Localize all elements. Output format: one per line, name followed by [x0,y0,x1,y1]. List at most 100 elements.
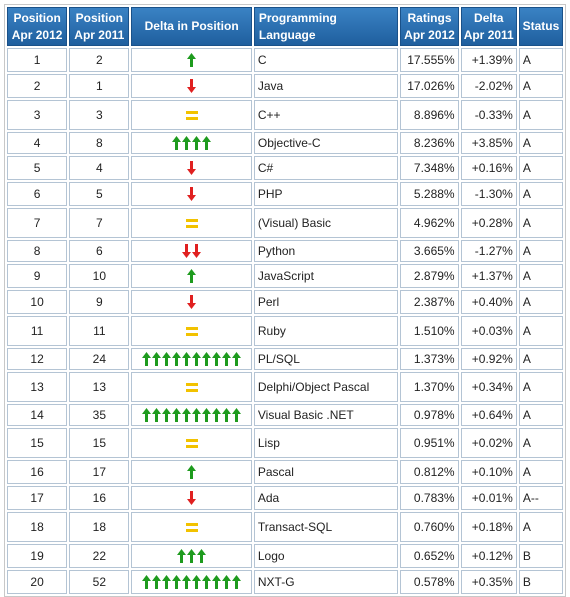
language-name-cell[interactable]: JavaScript [253,264,399,288]
language-name-cell[interactable]: Logo [253,544,399,568]
language-name-cell[interactable]: Perl [253,290,399,314]
language-name-cell[interactable]: Delphi/Object Pascal [253,372,399,402]
table-row: 5 4 C# 7.348% +0.16% A [7,156,563,180]
rating-cell: 0.578% [400,570,459,594]
rating-cell: 0.951% [400,428,459,458]
language-name-cell[interactable]: PL/SQL [253,348,399,370]
header-position-2011[interactable]: Position Apr 2011 [69,7,130,46]
green-up-arrow-icon [152,352,162,366]
green-up-arrow-icon [222,352,232,366]
position-2012-cell: 7 [7,208,68,238]
delta-in-position-cell [131,48,252,72]
yellow-equals-icon [185,439,198,449]
green-up-arrow-icon [182,408,192,422]
delta-rating-cell: +0.03% [460,316,517,346]
position-2012-cell: 6 [7,182,68,206]
delta-rating-cell: +0.01% [460,486,517,510]
green-up-arrow-icon [142,408,152,422]
position-2012-cell: 19 [7,544,68,568]
position-2011-cell: 1 [69,74,130,98]
language-name-cell[interactable]: Lisp [253,428,399,458]
language-ranking-table: Position Apr 2012 Position Apr 2011 Delta … [4,4,566,597]
rating-cell: 0.812% [400,460,459,484]
green-up-arrow-icon [187,465,197,479]
table-row: 7 7 (Visual) Basic 4.962% +0.28% A [7,208,563,238]
green-up-arrow-icon [232,352,242,366]
green-up-arrow-icon [192,575,202,589]
position-2012-cell: 17 [7,486,68,510]
language-name-cell[interactable]: Ada [253,486,399,510]
position-2011-cell: 35 [69,404,130,426]
delta-in-position-cell [131,570,252,594]
table-row: 1 2 C 17.555% +1.39% A [7,48,563,72]
header-delta[interactable]: Delta Apr 2011 [460,7,517,46]
delta-in-position-cell [131,156,252,180]
rating-cell: 0.760% [400,512,459,542]
status-cell: B [518,570,563,594]
ranking-table-container: Position Apr 2012 Position Apr 2011 Delta … [4,4,566,597]
language-name-cell[interactable]: PHP [253,182,399,206]
table-row: 11 11 Ruby 1.510% +0.03% A [7,316,563,346]
language-name-cell[interactable]: (Visual) Basic [253,208,399,238]
status-cell: A [518,74,563,98]
table-row: 16 17 Pascal 0.812% +0.10% A [7,460,563,484]
green-up-arrow-icon [172,408,182,422]
language-name-cell[interactable]: C# [253,156,399,180]
delta-in-position-cell [131,486,252,510]
rating-cell: 3.665% [400,240,459,262]
delta-in-position-cell [131,264,252,288]
language-name-cell[interactable]: Java [253,74,399,98]
green-up-arrow-icon [162,352,172,366]
status-cell: B [518,544,563,568]
red-down-arrow-icon [187,295,197,309]
header-status[interactable]: Status [518,7,563,46]
delta-rating-cell: +0.10% [460,460,517,484]
red-down-arrow-icon [187,187,197,201]
delta-rating-cell: +0.18% [460,512,517,542]
position-2011-cell: 8 [69,132,130,154]
language-name-cell[interactable]: Objective-C [253,132,399,154]
table-row: 4 8 Objective-C 8.236% +3.85% A [7,132,563,154]
green-up-arrow-icon [187,549,197,563]
delta-in-position-cell [131,428,252,458]
delta-in-position-cell [131,512,252,542]
language-name-cell[interactable]: Visual Basic .NET [253,404,399,426]
position-2012-cell: 4 [7,132,68,154]
delta-in-position-cell [131,74,252,98]
table-row: 9 10 JavaScript 2.879% +1.37% A [7,264,563,288]
position-2012-cell: 14 [7,404,68,426]
language-name-cell[interactable]: C++ [253,100,399,130]
green-up-arrow-icon [192,408,202,422]
rating-cell: 17.026% [400,74,459,98]
green-up-arrow-icon [192,136,202,150]
header-programming-language[interactable]: Programming Language [253,7,399,46]
position-2012-cell: 18 [7,512,68,542]
position-2012-cell: 1 [7,48,68,72]
position-2011-cell: 4 [69,156,130,180]
position-2011-cell: 3 [69,100,130,130]
rating-cell: 17.555% [400,48,459,72]
yellow-equals-icon [185,383,198,393]
language-name-cell[interactable]: Transact-SQL [253,512,399,542]
red-down-arrow-icon [182,244,192,258]
status-cell: A [518,100,563,130]
rating-cell: 4.962% [400,208,459,238]
language-name-cell[interactable]: C [253,48,399,72]
rating-cell: 2.879% [400,264,459,288]
header-delta-in-position[interactable]: Delta in Position [131,7,252,46]
language-name-cell[interactable]: NXT-G [253,570,399,594]
rating-cell: 1.510% [400,316,459,346]
delta-rating-cell: +0.16% [460,156,517,180]
language-name-cell[interactable]: Pascal [253,460,399,484]
header-position-2012[interactable]: Position Apr 2012 [7,7,68,46]
green-up-arrow-icon [202,136,212,150]
green-up-arrow-icon [182,352,192,366]
red-down-arrow-icon [187,79,197,93]
table-row: 15 15 Lisp 0.951% +0.02% A [7,428,563,458]
position-2011-cell: 17 [69,460,130,484]
delta-rating-cell: +0.34% [460,372,517,402]
header-ratings[interactable]: Ratings Apr 2012 [400,7,459,46]
language-name-cell[interactable]: Python [253,240,399,262]
language-name-cell[interactable]: Ruby [253,316,399,346]
table-row: 2 1 Java 17.026% -2.02% A [7,74,563,98]
